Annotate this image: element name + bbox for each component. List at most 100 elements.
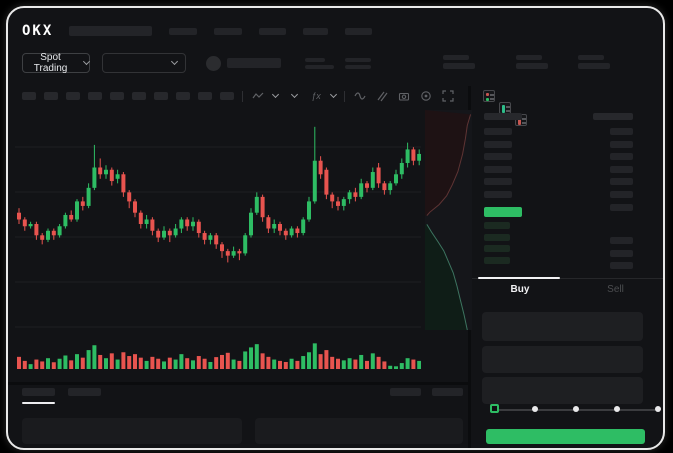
volume-bar [249,347,253,369]
timeframe-button-skeleton[interactable] [132,92,146,100]
timeframe-button-skeleton[interactable] [154,92,168,100]
volume-chart[interactable] [15,340,421,369]
chevron-down-icon [170,57,179,66]
panel-divider-horizontal [8,382,468,385]
candle [289,228,294,236]
buy-submit-button[interactable] [486,429,645,444]
volume-bar [191,360,195,369]
timeframe-button-skeleton[interactable] [88,92,102,100]
candle [365,183,369,188]
volume-bar [133,354,137,369]
nav-item-skeleton [259,27,287,35]
slider-stop-dot[interactable] [655,406,661,412]
timeframe-button-skeleton[interactable] [44,92,58,100]
bottom-tab-skeleton[interactable] [68,388,101,396]
bottom-tab-skeleton-active[interactable] [22,388,55,396]
candle [359,183,364,197]
book-combined-icon[interactable] [483,90,495,102]
candle [231,251,236,256]
volume-bar [34,359,39,369]
candle [133,201,137,213]
candle [104,169,108,175]
candlestick-chart[interactable] [15,111,421,337]
candle [318,160,323,175]
volume-bar [411,359,416,369]
candle [208,235,213,240]
volume-bar [57,358,62,369]
volume-bar [324,350,329,369]
depth-chart[interactable] [425,110,472,330]
candle [243,235,248,254]
slider-stop-dot[interactable] [573,406,579,412]
volume-bar [295,360,300,369]
book-amount-skeleton [610,153,633,161]
okx-logo: OKX [22,23,54,39]
candle [283,230,288,236]
timeframe-button-skeleton[interactable] [22,92,36,100]
fx-indicator-icon[interactable]: ƒx [311,91,321,101]
candle [388,183,393,191]
slider-stop-dot[interactable] [532,406,538,412]
draw-tool-icon[interactable] [375,90,389,102]
stat-24h-skeleton [443,55,475,69]
total-input-skeleton[interactable] [482,377,643,404]
candle [266,217,271,229]
timeframe-button-skeleton[interactable] [220,92,234,100]
volume-bar [376,356,381,369]
book-amount-skeleton [610,191,633,198]
candle [75,201,79,220]
candle [173,228,178,236]
bottom-action-skeleton[interactable] [432,388,463,396]
timeframe-button-skeleton[interactable] [66,92,80,100]
candle [40,235,45,240]
candle [69,214,74,220]
settings-icon[interactable] [419,90,433,102]
bottom-tab-active-indicator [22,402,55,404]
timeframe-button-skeleton[interactable] [110,92,124,100]
timeframe-button-skeleton[interactable] [198,92,212,100]
candle [115,174,120,179]
last-price-indicator[interactable] [484,207,522,217]
price-skeleton [305,57,334,69]
chevron-down-icon[interactable] [271,90,280,99]
candle [324,169,329,195]
candle [86,187,91,206]
chevron-down-icon[interactable] [329,90,338,99]
volume-bar [144,360,149,369]
nav-item-skeleton [303,27,329,35]
line-tool-icon[interactable] [353,90,367,102]
slider-handle[interactable] [490,404,499,413]
volume-bar [63,355,68,369]
ask-row-skeleton [484,140,512,148]
volume-bar [336,358,340,369]
ask-row-skeleton [484,165,512,173]
candle [98,167,103,175]
pair-dropdown[interactable] [102,53,186,73]
interval-chevron-icon[interactable] [290,90,299,99]
candle [307,201,311,220]
timeframe-button-skeleton[interactable] [176,92,190,100]
volume-bar [388,365,393,369]
trade-mode-selector[interactable]: Spot Trading [22,52,91,74]
token-name-skeleton [227,58,281,68]
tab-sell[interactable]: Sell [607,284,624,295]
camera-icon[interactable] [397,90,411,102]
tab-buy[interactable]: Buy [510,284,530,295]
slider-stop-dot[interactable] [614,406,620,412]
volume-bar [214,357,219,369]
amount-input-skeleton[interactable] [482,346,643,373]
nav-items-skeleton [69,26,373,36]
volume-bar [28,364,33,369]
candle [185,219,190,227]
volume-bar [220,354,224,369]
volume-bar [167,357,172,369]
candle [57,226,62,236]
timeframe-buttons-skeleton [22,92,234,100]
fullscreen-icon[interactable] [441,90,455,102]
book-amount-skeleton [610,128,633,135]
price-input-skeleton[interactable] [482,312,643,341]
bottom-action-skeleton[interactable] [390,388,421,396]
candle-type-icon[interactable] [251,90,265,102]
device-frame: OKX Spot Trading [6,6,665,450]
candle [179,219,184,229]
